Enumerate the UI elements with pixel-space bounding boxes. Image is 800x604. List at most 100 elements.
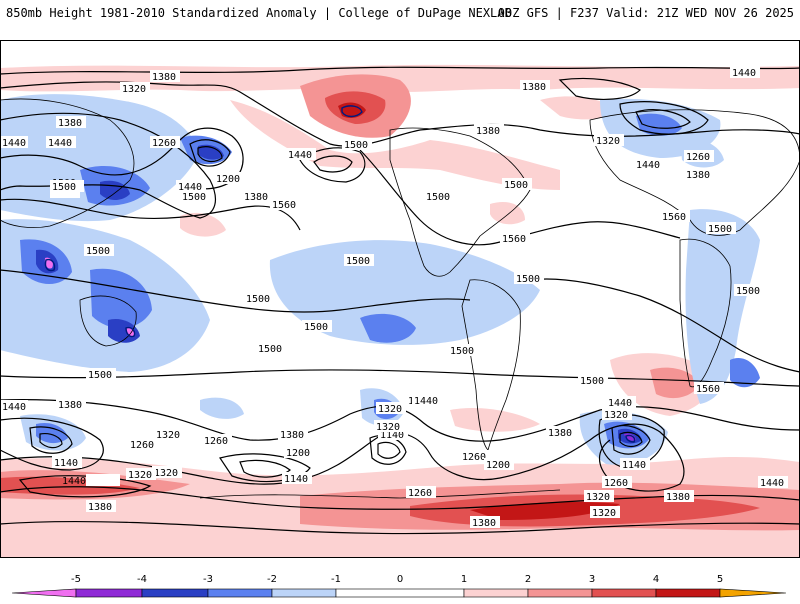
contour-label-text: 1200 [216, 174, 240, 185]
contour-label-text: 1500 [182, 192, 206, 203]
anomaly-region [0, 476, 140, 495]
colorbar-swatch [591, 588, 657, 598]
contour-label: 1440 [412, 394, 442, 407]
contour-label: 1380 [56, 398, 86, 411]
anomaly-region [200, 397, 244, 419]
contour-label: 1560 [270, 198, 300, 211]
contour-label-text: 1500 [580, 376, 604, 387]
contour-label: 1140 [52, 456, 82, 469]
contour-label-text: 1500 [52, 182, 76, 193]
contour-label: 1500 [578, 374, 608, 387]
contour-label-text: 1380 [476, 126, 500, 137]
contour-labels: 1380 1320 1380 1440 1260 1200 1500 1440 … [0, 66, 788, 529]
colorbar-tick-label: 5 [717, 574, 723, 585]
contour-line [529, 278, 800, 373]
contour-label: 1140 [620, 458, 650, 471]
contour-label-text: 1500 [304, 322, 328, 333]
contour-label-text: 1200 [286, 448, 310, 459]
contour-label-text: 1320 [128, 470, 152, 481]
colorbar-tick-label: -3 [203, 574, 213, 585]
contour-label-text: 1380 [280, 430, 304, 441]
contour-label: 1320 [376, 402, 406, 415]
contour-label-text: 1380 [58, 400, 82, 411]
contour-label: 1560 [660, 210, 690, 223]
contour-line [189, 139, 231, 167]
contour-label-text: 1320 [592, 508, 616, 519]
contour-line [619, 431, 643, 448]
anomaly-region [36, 422, 68, 444]
contour-label: 1320 [590, 506, 620, 519]
contour-label-text: 1260 [130, 440, 154, 451]
anomaly-region [198, 144, 224, 160]
contour-label: 1380 [474, 124, 504, 137]
contour-label: 1440 [0, 136, 28, 149]
contour-label: 1260 [406, 486, 436, 499]
model-run-info: 00Z GFS | F237 Valid: 21Z WED NOV 26 202… [497, 6, 794, 20]
contour-label: 1380 [278, 428, 308, 441]
contour-label: 1440 [286, 148, 316, 161]
contour-label-text: 1560 [662, 212, 686, 223]
colorbar-swatch [719, 588, 787, 598]
anomaly-region [230, 100, 560, 190]
contour-label: 1320 [152, 466, 182, 479]
contour-line [0, 417, 104, 471]
contour-label-text: 1380 [548, 428, 572, 439]
contour-line [377, 441, 401, 459]
contour-label: 1500 [344, 254, 374, 267]
contour-label-text: 1320 [604, 410, 628, 421]
contour-label-text: 1500 [426, 192, 450, 203]
contour-label-text: 1260 [152, 138, 176, 149]
contour-line [0, 520, 800, 535]
contour-label: 1500 [514, 272, 544, 285]
contour-label-text: 1500 [258, 344, 282, 355]
contour-label: 1320 [120, 82, 150, 95]
contour-line [29, 426, 73, 454]
colorbar-swatch [655, 588, 721, 598]
colorbar-swatch [527, 588, 593, 598]
contour-label-text: 1500 [246, 294, 270, 305]
colorbar-swatch [271, 588, 337, 598]
anomaly-region [180, 212, 226, 237]
contour-label-text: 1500 [344, 140, 368, 151]
contour-label: 1260 [150, 136, 180, 149]
contour-label-text: 1500 [346, 256, 370, 267]
contour-line [0, 399, 800, 442]
contour-label-text: 1500 [450, 346, 474, 357]
contour-label: 1500 [244, 292, 274, 305]
contour-label-text: 1440 [2, 138, 26, 149]
contour-label: 1560 [694, 382, 724, 395]
colorbar: -5 -4 -3 -2 -1 0 1 2 3 4 5 [0, 570, 800, 600]
contour-line [0, 423, 685, 492]
contour-label-text: 1380 [522, 82, 546, 93]
contour-label: 1320 [594, 134, 624, 147]
colorbar-swatch [11, 588, 77, 598]
contour-label-text: 1500 [86, 246, 110, 257]
colorbar-tick-label: 1 [461, 574, 467, 585]
contour-label-text: 1440 [2, 402, 26, 413]
contour-label-text: 1320 [378, 404, 402, 415]
contour-label: 1380 [470, 516, 500, 529]
contour-label-text: 1260 [462, 452, 486, 463]
contour-label: 1260 [684, 150, 714, 163]
contour-line [239, 459, 291, 478]
contour-line [0, 66, 800, 75]
anomaly-region [360, 313, 416, 343]
colorbar-swatch [141, 588, 209, 598]
contour-line [299, 147, 366, 183]
contour-label-text: 1320 [122, 84, 146, 95]
contour-label: 1560 [500, 232, 530, 245]
contour-label-text: 1260 [204, 436, 228, 447]
contour-label-text: 1440 [636, 160, 660, 171]
colorbar-tick-label: 3 [589, 574, 595, 585]
contour-line [0, 112, 217, 219]
contour-label: 1500 [86, 368, 116, 381]
colorbar-ticks: -5 -4 -3 -2 -1 0 1 2 3 4 5 [71, 574, 723, 585]
colorbar-tick-label: -1 [331, 574, 341, 585]
contour-label: 1320 [154, 428, 184, 441]
colorbar-swatch [463, 588, 529, 598]
contour-label: 1440 [758, 476, 788, 489]
contour-label: 1380 [242, 190, 272, 203]
contour-line [219, 453, 311, 483]
contour-label-text: 1440 [48, 138, 72, 149]
contour-label: 1380 [56, 116, 86, 129]
